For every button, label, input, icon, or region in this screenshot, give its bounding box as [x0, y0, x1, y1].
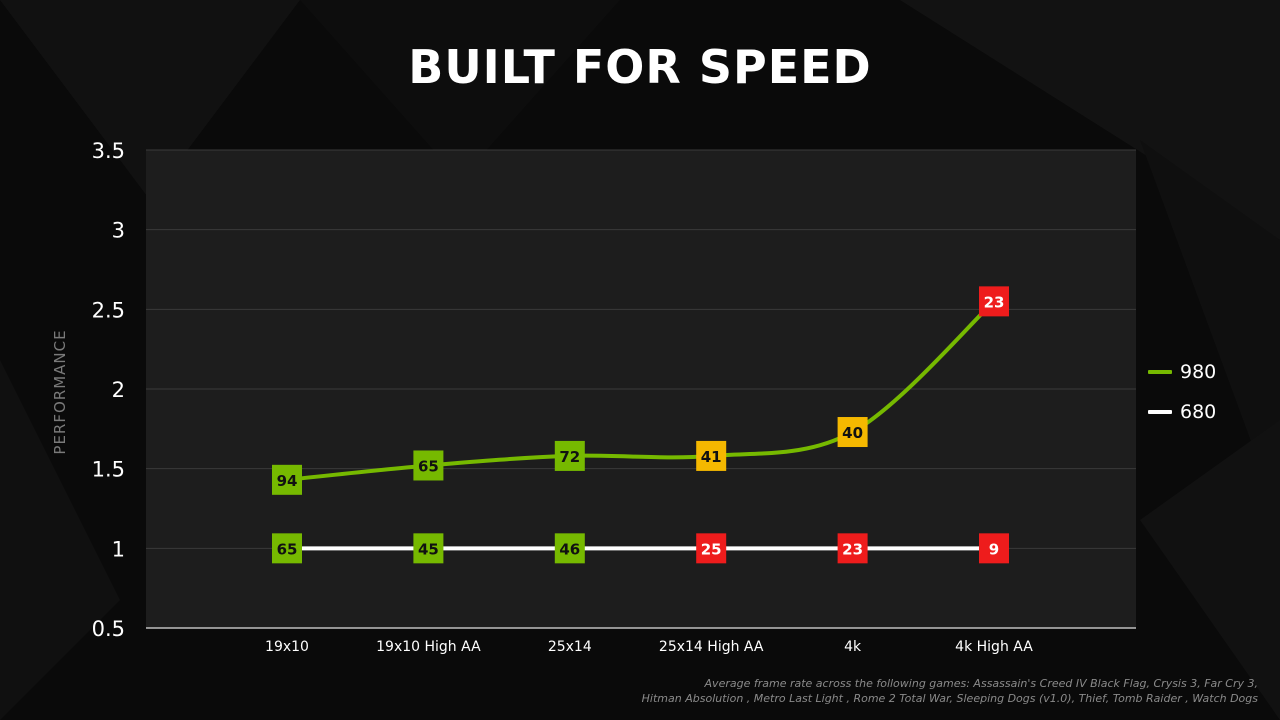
x-tick-label: 4k High AA — [955, 639, 1033, 655]
data-label-680: 65 — [277, 540, 298, 558]
data-marker-680 — [554, 533, 585, 564]
x-tick-label: 25x14 High AA — [659, 639, 764, 655]
footnote: Average frame rate across the following … — [558, 676, 1258, 706]
data-marker-980 — [837, 417, 868, 448]
data-marker-980 — [554, 440, 585, 471]
data-marker-680 — [272, 533, 302, 564]
legend-label-980: 980 — [1180, 361, 1217, 383]
data-marker-980 — [413, 450, 444, 481]
x-tick-label: 4k — [844, 639, 862, 655]
legend-swatch-980 — [1148, 370, 1172, 374]
data-label-980: 41 — [701, 448, 722, 466]
footnote-line-1: Average frame rate across the following … — [704, 677, 1258, 690]
y-tick-label: 3.5 — [92, 139, 125, 163]
data-marker-980 — [272, 464, 302, 495]
data-label-680: 45 — [418, 540, 439, 558]
legend-label-680: 680 — [1180, 401, 1217, 423]
y-axis-label: PERFORMANCE — [51, 329, 69, 455]
legend-swatch-680 — [1148, 410, 1172, 414]
data-label-980: 72 — [559, 448, 580, 466]
data-marker-680 — [696, 533, 727, 564]
data-marker-680 — [979, 533, 1009, 564]
data-label-680: 25 — [701, 540, 722, 558]
y-tick-label: 1.5 — [92, 458, 125, 482]
legend-item-980: 980 — [1148, 352, 1216, 392]
data-label-680: 46 — [559, 540, 580, 558]
data-label-980: 40 — [842, 424, 863, 442]
y-tick-label: 0.5 — [92, 617, 125, 641]
data-label-680: 9 — [989, 540, 999, 558]
data-label-680: 23 — [842, 540, 863, 558]
data-label-980: 94 — [277, 472, 298, 490]
data-label-980: 65 — [418, 457, 439, 475]
footnote-line-2: Hitman Absolution , Metro Last Light , R… — [641, 692, 1258, 705]
data-marker-980 — [696, 440, 727, 471]
data-marker-680 — [413, 533, 444, 564]
data-label-980: 23 — [984, 293, 1005, 311]
x-tick-label: 19x10 — [265, 639, 309, 655]
legend-item-680: 680 — [1148, 392, 1216, 432]
y-tick-label: 2.5 — [92, 298, 125, 322]
data-marker-680 — [837, 533, 868, 564]
y-tick-label: 2 — [112, 378, 125, 402]
y-tick-label: 3 — [112, 219, 125, 243]
x-tick-label: 19x10 High AA — [376, 639, 481, 655]
chart-legend: 980 680 — [1148, 352, 1216, 432]
x-tick-label: 25x14 — [548, 639, 592, 655]
data-marker-980 — [979, 286, 1009, 317]
page-title: BUILT FOR SPEED — [408, 40, 872, 94]
y-tick-label: 1 — [112, 537, 125, 561]
